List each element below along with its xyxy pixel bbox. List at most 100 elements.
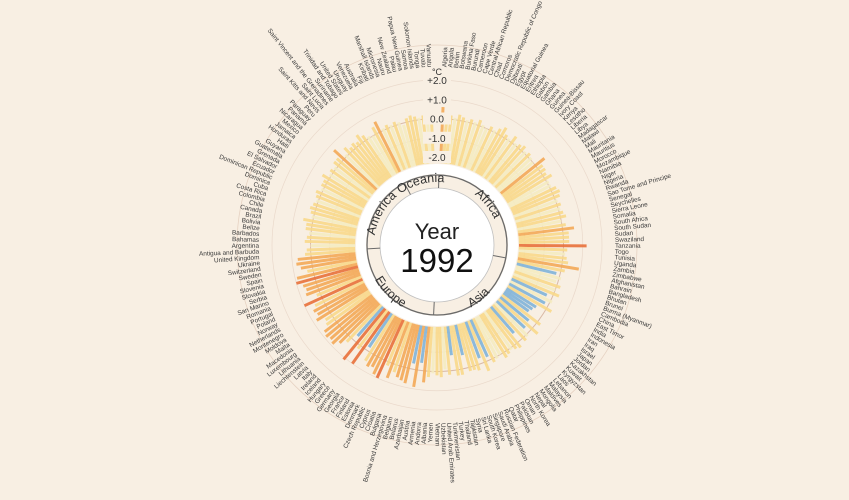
bar-bosnia-and-herzegovina [395, 323, 415, 378]
tick-label: -1.0 [428, 134, 446, 145]
bar-togo [518, 246, 568, 252]
country-label-south-sudan: South Sudan [614, 222, 652, 232]
country-label-spain: Spain [246, 277, 264, 287]
bar-hungary [342, 307, 387, 361]
bar-sudan [518, 235, 570, 242]
bar-bolivia [305, 227, 356, 237]
bar-gambia [484, 135, 518, 180]
country-label-fiji: Fiji [355, 75, 365, 85]
bar-east-timor [509, 280, 553, 304]
bar-colombia [310, 210, 359, 226]
bar-madagascar [501, 164, 544, 197]
bar-nicaragua [335, 157, 376, 193]
bar-france [364, 313, 396, 362]
bar-india [508, 282, 546, 305]
bar-philippines [471, 317, 496, 363]
bar-dominica [315, 199, 361, 219]
bar-chad [462, 119, 483, 169]
bar-armenia [420, 326, 428, 363]
bar-sweden [300, 257, 357, 270]
bar-norway [314, 280, 365, 308]
bar-guinea-bissau [490, 145, 527, 185]
bar-austria [412, 325, 426, 388]
country-label-argentina: Argentina [232, 243, 260, 250]
unit-label: °C [432, 67, 443, 77]
country-label-uzbekistan: Uzbekistan [439, 423, 447, 455]
bar-albania [426, 326, 434, 378]
bar-slovenia [296, 262, 358, 280]
tick-label: +2.0 [427, 76, 447, 87]
bar-belize [308, 231, 356, 239]
country-label-uganda: Uganda [614, 260, 637, 269]
bar-liberia [498, 161, 534, 193]
bar-ghana [486, 142, 518, 182]
bar-costa-rica [309, 206, 359, 224]
bar-cape-verde [457, 119, 474, 167]
bar-mali [504, 172, 547, 202]
center-disc: Year 1992 [356, 164, 518, 326]
country-label-switzerland: Switzerland [227, 266, 261, 277]
bar-poland [303, 277, 364, 308]
bar-panama [333, 149, 378, 191]
bar-sierra-leone [517, 219, 562, 231]
bar-iraq [504, 289, 534, 311]
bar-jordan [499, 296, 530, 322]
bar-rwanda [514, 202, 562, 221]
bar-ireland [345, 303, 383, 343]
country-label-algeria: Algeria [441, 47, 449, 68]
bar-bangladesh [515, 265, 562, 281]
bar-eritrea [477, 126, 508, 176]
bar-democratic-republic-of-congo [467, 128, 488, 171]
bar-guinea [488, 144, 522, 184]
bar-belarus [403, 324, 420, 384]
bar-sri-lanka [456, 323, 473, 372]
bar-andorra [422, 326, 431, 383]
bar-burkina-faso [449, 114, 462, 165]
bar-kiribati [384, 124, 407, 171]
country-label-turkmenistan: Turkmenistan [451, 422, 462, 461]
bar-comoros [465, 124, 485, 170]
bar-laos [491, 303, 527, 342]
bar-saint-vincent-and-the-grenadines [355, 141, 388, 182]
bar-netherlands [313, 282, 366, 313]
bar-malaysia [487, 307, 522, 349]
center-inner-circle [379, 187, 495, 303]
bar-kuwait [495, 300, 526, 329]
country-label-syria: Syria [474, 418, 484, 434]
bar-mauritania [506, 173, 553, 204]
bar-central-african-republic [460, 122, 477, 168]
bar-mozambique [510, 186, 557, 211]
country-label-austria: Austria [402, 420, 412, 441]
bar-bahamas [304, 239, 356, 245]
bar-new-zealand [402, 124, 417, 167]
country-label-tunisia: Tunisia [614, 254, 635, 262]
bar-belgium [399, 323, 418, 381]
bar-israel [502, 291, 530, 313]
bar-bhutan [514, 267, 557, 284]
bar-san-marino [305, 270, 360, 292]
bar-morocco [508, 183, 552, 209]
bar-lesotho [496, 156, 533, 191]
temperature-bars [296, 107, 587, 388]
bar-finland [365, 315, 398, 368]
country-label-turkey: Turkey [456, 421, 466, 442]
bar-latvia [331, 300, 379, 345]
bar-libya [499, 157, 546, 195]
bar-uganda [518, 251, 567, 260]
bar-ivory-coast [492, 150, 527, 187]
bar-south-sudan [518, 231, 569, 239]
bar-nepal [481, 312, 511, 355]
bar-saudi-arabia [464, 321, 481, 359]
bar-maldives [485, 309, 518, 350]
bar-north-korea [478, 313, 508, 359]
bar-ethiopia [479, 134, 509, 177]
bar-estonia [370, 316, 400, 368]
bar-haiti [328, 173, 370, 202]
bar-spain [307, 259, 357, 273]
tick-label: +1.0 [427, 95, 447, 106]
bar-fiji [381, 127, 404, 172]
bar-vietnam [435, 327, 439, 376]
bar-antigua-and-barbuda [306, 246, 356, 252]
region-divider [403, 182, 411, 195]
